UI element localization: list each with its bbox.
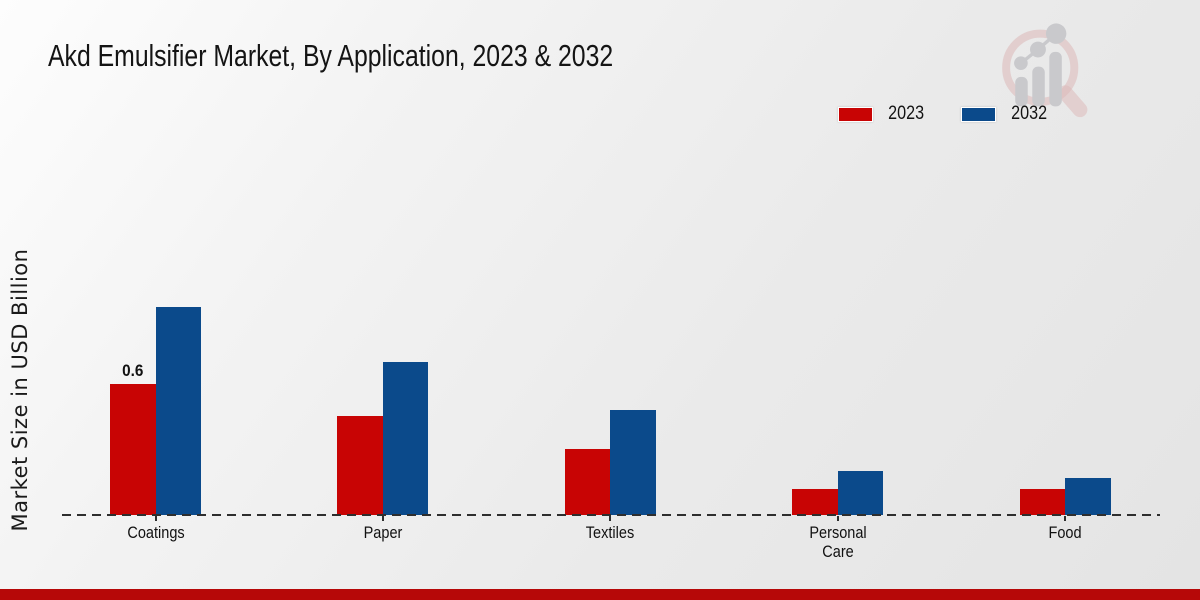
legend-swatch-2032 [961,106,997,122]
footer-accent-bar [0,589,1200,600]
legend-label-2032: 2032 [1011,103,1048,124]
bar-2032-textiles [610,409,656,515]
bar-2032-personal-care [837,471,884,515]
x-tick-label: Coatings [126,524,185,542]
bar-2023-personal-care [792,488,838,515]
bar-2032-coatings [155,306,201,515]
x-tick [609,516,612,521]
x-tick [154,516,157,521]
bar-2023-textiles [564,449,611,515]
magnifier-bar-chart-logo-icon [1002,23,1088,118]
legend: 2023 2032 [838,103,1051,125]
x-tick-label: Personal Care [809,524,867,562]
legend-item-2023: 2023 [838,103,927,125]
x-tick [381,516,384,521]
bar-value-label: 0.6 [122,360,144,380]
y-axis-label: Market Size in USD Billion [8,248,32,532]
legend-item-2032: 2032 [961,103,1050,125]
chart-title: Akd Emulsifier Market, By Application, 2… [48,38,614,73]
bar-2023-coatings [110,383,156,515]
bar-2032-food [1065,477,1111,515]
legend-swatch-2023 [838,106,873,122]
bar-2032-paper [382,361,429,515]
x-tick-label: Textiles [586,524,635,542]
legend-label-2023: 2023 [888,103,925,124]
x-tick-label: Food [1048,524,1082,542]
x-axis-baseline [62,514,1160,516]
plot-area: 0.6 [62,0,1158,515]
x-tick [1064,516,1067,521]
x-tick [836,516,839,521]
x-tick-label: Paper [363,524,403,542]
bar-2023-paper [337,416,383,515]
bar-2023-food [1019,488,1066,515]
